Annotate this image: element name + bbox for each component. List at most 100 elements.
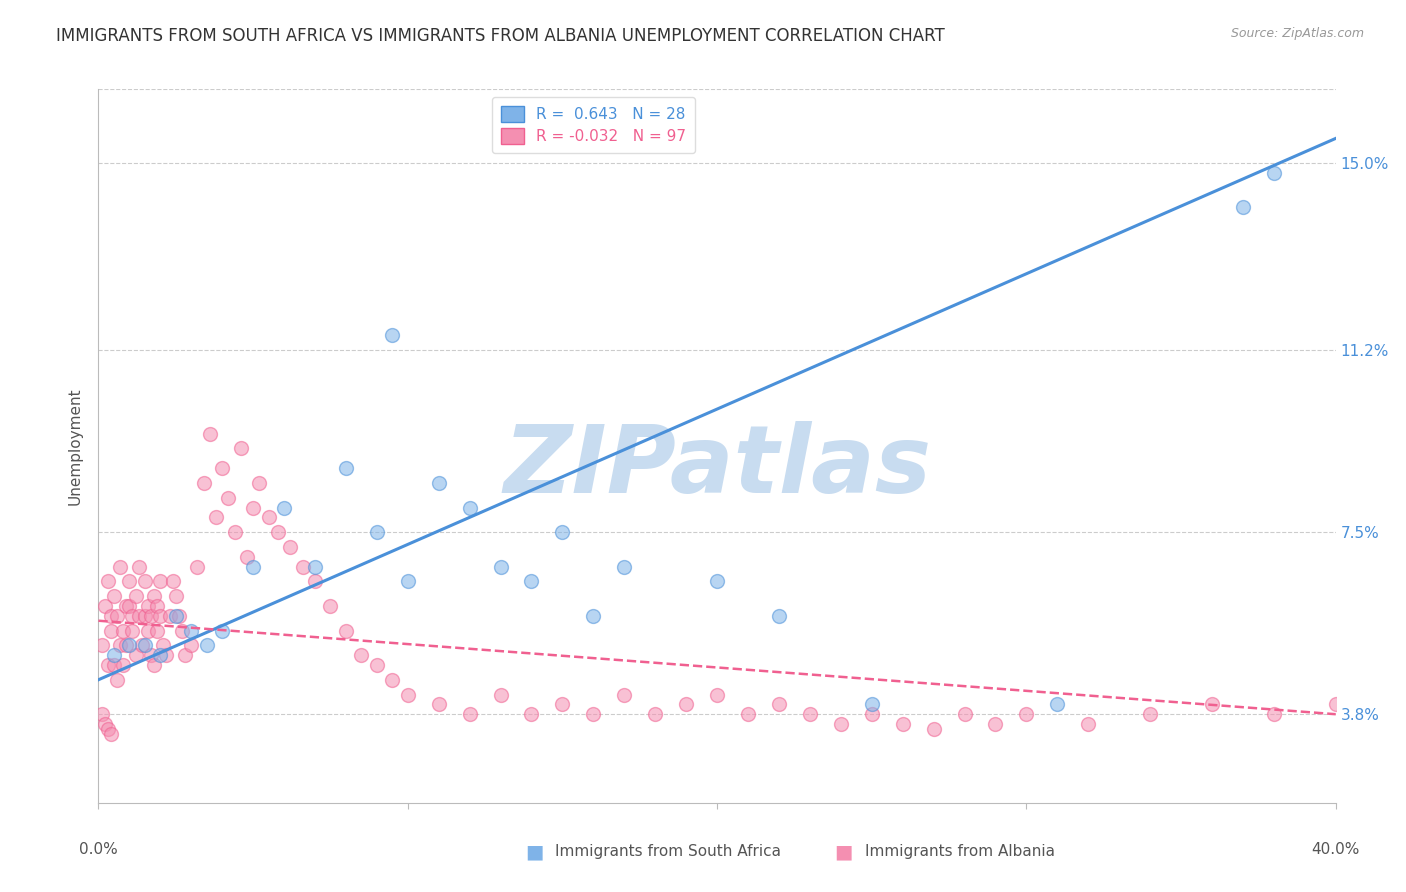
Point	[1201, 698, 1223, 712]
Point	[273, 500, 295, 515]
Point	[112, 624, 135, 638]
Point	[155, 648, 177, 662]
Point	[159, 608, 181, 623]
Point	[860, 707, 883, 722]
Point	[319, 599, 342, 613]
Point	[97, 722, 120, 736]
Point	[118, 599, 141, 613]
Point	[350, 648, 373, 662]
Y-axis label: Unemployment: Unemployment	[67, 387, 83, 505]
Point	[146, 599, 169, 613]
Point	[706, 688, 728, 702]
Point	[143, 658, 166, 673]
Point	[108, 638, 131, 652]
Point	[551, 698, 574, 712]
Point	[121, 624, 143, 638]
Point	[100, 608, 122, 623]
Point	[582, 707, 605, 722]
Point	[124, 648, 146, 662]
Point	[139, 648, 162, 662]
Point	[335, 624, 357, 638]
Point	[180, 624, 202, 638]
Point	[103, 658, 125, 673]
Point	[139, 608, 162, 623]
Point	[128, 608, 150, 623]
Point	[257, 510, 280, 524]
Point	[165, 608, 187, 623]
Point	[97, 574, 120, 589]
Point	[1046, 698, 1069, 712]
Point	[170, 624, 193, 638]
Point	[489, 688, 512, 702]
Point	[90, 707, 112, 722]
Point	[1263, 707, 1285, 722]
Point	[953, 707, 976, 722]
Point	[984, 717, 1007, 731]
Text: 40.0%: 40.0%	[1312, 842, 1360, 857]
Point	[1015, 707, 1038, 722]
Point	[211, 461, 233, 475]
Point	[247, 475, 270, 490]
Text: 0.0%: 0.0%	[79, 842, 118, 857]
Point	[167, 608, 190, 623]
Point	[1232, 200, 1254, 214]
Point	[236, 549, 259, 564]
Text: ■: ■	[834, 842, 853, 862]
Point	[97, 658, 120, 673]
Text: ■: ■	[524, 842, 544, 862]
Point	[224, 525, 246, 540]
Text: IMMIGRANTS FROM SOUTH AFRICA VS IMMIGRANTS FROM ALBANIA UNEMPLOYMENT CORRELATION: IMMIGRANTS FROM SOUTH AFRICA VS IMMIGRAN…	[56, 27, 945, 45]
Point	[93, 717, 115, 731]
Point	[242, 500, 264, 515]
Text: ZIPatlas: ZIPatlas	[503, 421, 931, 514]
Point	[198, 426, 221, 441]
Point	[103, 589, 125, 603]
Point	[100, 727, 122, 741]
Point	[136, 624, 159, 638]
Point	[458, 500, 481, 515]
Point	[149, 608, 172, 623]
Point	[143, 589, 166, 603]
Point	[1077, 717, 1099, 731]
Point	[1324, 698, 1347, 712]
Point	[108, 559, 131, 574]
Point	[860, 698, 883, 712]
Point	[118, 574, 141, 589]
Point	[267, 525, 290, 540]
Point	[134, 608, 156, 623]
Point	[93, 599, 115, 613]
Point	[396, 688, 419, 702]
Point	[613, 688, 636, 702]
Point	[162, 574, 184, 589]
Point	[1139, 707, 1161, 722]
Point	[799, 707, 821, 722]
Point	[737, 707, 759, 722]
Text: Immigrants from Albania: Immigrants from Albania	[865, 845, 1054, 859]
Point	[427, 698, 450, 712]
Point	[520, 574, 543, 589]
Point	[335, 461, 357, 475]
Point	[131, 638, 153, 652]
Point	[115, 599, 138, 613]
Point	[146, 624, 169, 638]
Point	[105, 673, 128, 687]
Point	[304, 559, 326, 574]
Point	[381, 328, 404, 343]
Point	[193, 475, 215, 490]
Point	[136, 599, 159, 613]
Point	[242, 559, 264, 574]
Point	[186, 559, 208, 574]
Point	[291, 559, 314, 574]
Point	[582, 608, 605, 623]
Point	[115, 638, 138, 652]
Point	[396, 574, 419, 589]
Point	[675, 698, 697, 712]
Point	[134, 638, 156, 652]
Point	[128, 559, 150, 574]
Point	[768, 608, 790, 623]
Point	[124, 589, 146, 603]
Point	[211, 624, 233, 638]
Point	[366, 658, 388, 673]
Point	[922, 722, 945, 736]
Point	[112, 658, 135, 673]
